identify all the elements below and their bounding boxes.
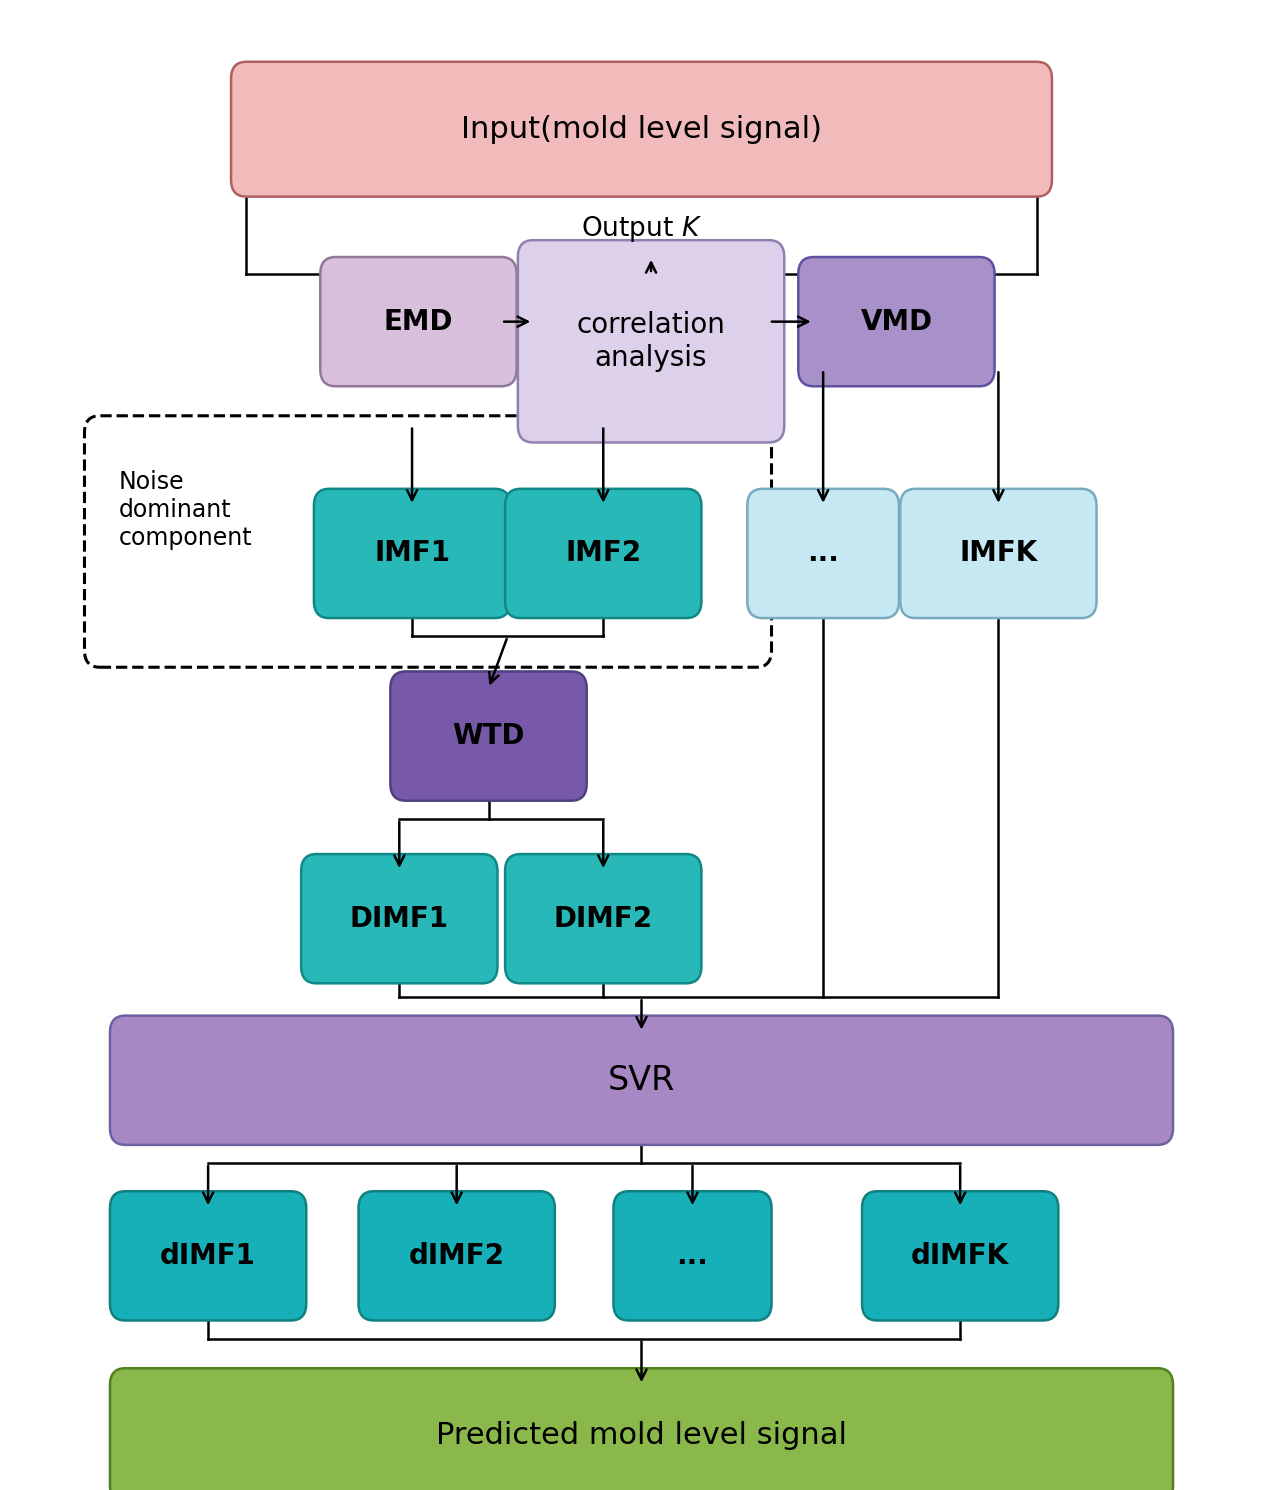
FancyBboxPatch shape: [862, 1191, 1058, 1320]
Text: DIMF2: DIMF2: [554, 904, 653, 933]
FancyBboxPatch shape: [110, 1191, 307, 1320]
FancyBboxPatch shape: [798, 258, 994, 386]
FancyBboxPatch shape: [506, 489, 702, 618]
FancyBboxPatch shape: [506, 854, 702, 983]
Text: dIMF1: dIMF1: [160, 1241, 257, 1269]
Text: Output $K$: Output $K$: [581, 215, 702, 244]
Text: SVR: SVR: [608, 1064, 675, 1097]
Text: Noise
dominant
component: Noise dominant component: [119, 469, 253, 550]
Text: VMD: VMD: [861, 307, 933, 335]
FancyBboxPatch shape: [110, 1016, 1173, 1144]
FancyBboxPatch shape: [901, 489, 1097, 618]
FancyBboxPatch shape: [110, 1368, 1173, 1490]
Text: IMFK: IMFK: [960, 539, 1038, 568]
Text: EMD: EMD: [384, 307, 453, 335]
Text: correlation
analysis: correlation analysis: [576, 311, 725, 371]
Text: IMF2: IMF2: [566, 539, 642, 568]
Text: ...: ...: [676, 1241, 708, 1269]
FancyBboxPatch shape: [518, 240, 784, 443]
Text: Input(mold level signal): Input(mold level signal): [461, 115, 822, 143]
Text: IMF1: IMF1: [375, 539, 450, 568]
FancyBboxPatch shape: [747, 489, 899, 618]
FancyBboxPatch shape: [302, 854, 498, 983]
Text: Predicted mold level signal: Predicted mold level signal: [436, 1421, 847, 1450]
FancyBboxPatch shape: [231, 61, 1052, 197]
FancyBboxPatch shape: [358, 1191, 554, 1320]
FancyBboxPatch shape: [613, 1191, 771, 1320]
Text: DIMF1: DIMF1: [350, 904, 449, 933]
FancyBboxPatch shape: [321, 258, 517, 386]
Text: dIMF2: dIMF2: [409, 1241, 504, 1269]
FancyBboxPatch shape: [314, 489, 511, 618]
Text: WTD: WTD: [453, 723, 525, 749]
Text: ...: ...: [807, 539, 839, 568]
Text: dIMFK: dIMFK: [911, 1241, 1010, 1269]
FancyBboxPatch shape: [390, 672, 586, 800]
